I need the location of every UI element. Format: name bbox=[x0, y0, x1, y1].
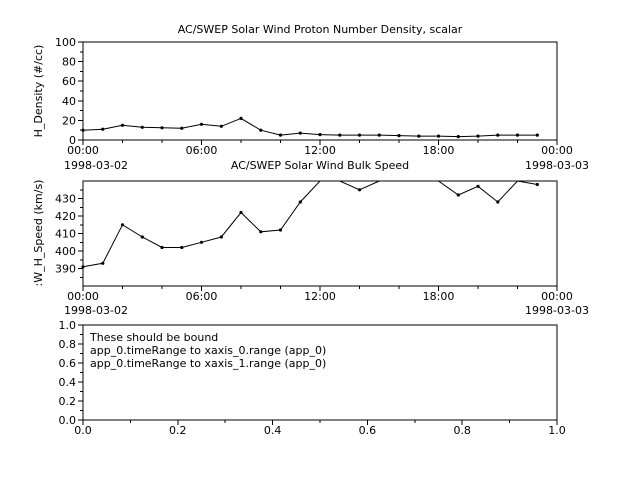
data-point bbox=[357, 133, 362, 137]
x-tick-label: 00:00 bbox=[67, 144, 99, 157]
data-point bbox=[377, 133, 381, 137]
data-point bbox=[140, 125, 144, 129]
chart0-date-left: 1998-03-02 bbox=[64, 159, 128, 172]
data-point bbox=[397, 134, 401, 138]
data-point bbox=[180, 245, 184, 250]
x-tick-label: 0.8 bbox=[453, 424, 471, 437]
data-point bbox=[278, 228, 283, 232]
chart1-axes-and-series: 00:00 06:00 12:00 18:00 00:00 390 400 410 420 430 bbox=[55, 180, 573, 303]
x-tick-label: 18:00 bbox=[423, 290, 455, 303]
x-tick-label: 00:00 bbox=[541, 144, 573, 157]
chart0-y-axis-label: H_Density (#/cc) bbox=[32, 45, 45, 138]
data-point bbox=[338, 133, 342, 137]
data-point bbox=[239, 210, 243, 215]
x-tick-label: 00:00 bbox=[541, 290, 573, 303]
binding-annotation-line-1: These should be bound bbox=[89, 331, 218, 344]
data-point bbox=[81, 128, 85, 132]
data-point bbox=[81, 265, 85, 269]
y-tick-label: 0.4 bbox=[59, 376, 77, 389]
chart0-date-right: 1998-03-03 bbox=[525, 159, 589, 172]
data-point bbox=[357, 188, 362, 192]
y-tick-label: 0 bbox=[69, 134, 76, 147]
y-tick-label: 100 bbox=[55, 36, 76, 49]
data-point bbox=[219, 235, 223, 239]
y-tick-label: 430 bbox=[55, 193, 76, 206]
binding-annotation-line-3: app_0.timeRange to xaxis_1.range (app_0) bbox=[90, 357, 326, 370]
y-tick-label: 420 bbox=[55, 210, 76, 223]
data-line bbox=[82, 180, 538, 268]
y-tick-label: 400 bbox=[55, 245, 76, 258]
data-point bbox=[476, 134, 480, 138]
data-point bbox=[476, 184, 480, 188]
y-tick-label: 0.0 bbox=[59, 414, 77, 427]
data-point bbox=[199, 122, 204, 126]
y-tick-label: 80 bbox=[62, 56, 76, 69]
data-point bbox=[496, 200, 500, 204]
data-point bbox=[160, 126, 164, 130]
chart1-date-right: 1998-03-03 bbox=[525, 304, 589, 317]
y-tick-label: 0.8 bbox=[59, 338, 77, 351]
x-tick-label: 18:00 bbox=[423, 144, 455, 157]
y-tick-label: 0.6 bbox=[59, 357, 77, 370]
data-line bbox=[82, 117, 538, 138]
data-point bbox=[101, 127, 105, 131]
data-point bbox=[239, 116, 243, 120]
data-point bbox=[456, 193, 460, 197]
data-point bbox=[496, 133, 500, 137]
chart1-date-left: 1998-03-02 bbox=[64, 304, 128, 317]
y-tick-label: 410 bbox=[55, 228, 76, 241]
data-point bbox=[219, 124, 223, 128]
data-point bbox=[456, 135, 460, 139]
binding-annotation-line-2: app_0.timeRange to xaxis_0.range (app_0) bbox=[90, 344, 326, 357]
x-tick-label: 00:00 bbox=[67, 290, 99, 303]
data-point bbox=[535, 182, 539, 187]
y-tick-label: 0.2 bbox=[59, 395, 77, 408]
x-tick-label: 06:00 bbox=[186, 290, 218, 303]
y-tick-label: 1.0 bbox=[59, 319, 77, 332]
x-tick-label: 12:00 bbox=[304, 144, 336, 157]
y-tick-label: 40 bbox=[62, 95, 76, 108]
data-point bbox=[515, 133, 520, 137]
x-tick-label: 12:00 bbox=[304, 290, 336, 303]
plot-frame bbox=[82, 41, 558, 141]
data-point bbox=[535, 133, 539, 137]
chart0-title: AC/SWEP Solar Wind Proton Number Density… bbox=[178, 23, 463, 36]
data-point bbox=[120, 223, 125, 227]
chart2-axes: 0.0 0.2 0.4 0.6 0.8 1.0 0.0 0.2 0.4 0.6 0.8 1.0 bbox=[59, 319, 566, 437]
data-point bbox=[120, 123, 125, 127]
chart1-y-axis-label: :W_H_Speed (km/s) bbox=[32, 180, 45, 287]
y-tick-label: 20 bbox=[62, 114, 76, 127]
plot-frame bbox=[82, 180, 558, 287]
data-point bbox=[298, 200, 302, 204]
x-tick-label: 1.0 bbox=[548, 424, 566, 437]
data-point bbox=[180, 126, 184, 130]
x-tick-label: 06:00 bbox=[186, 144, 218, 157]
data-point bbox=[199, 240, 204, 244]
data-point bbox=[140, 235, 144, 239]
data-point bbox=[417, 134, 421, 138]
data-point bbox=[436, 134, 441, 138]
data-point bbox=[160, 245, 164, 250]
data-point bbox=[259, 128, 263, 132]
y-tick-label: 390 bbox=[55, 263, 76, 276]
x-tick-label: 0.2 bbox=[169, 424, 187, 437]
chart1-title: AC/SWEP Solar Wind Bulk Speed bbox=[231, 159, 409, 172]
x-tick-label: 0.0 bbox=[74, 424, 92, 437]
data-point bbox=[318, 133, 322, 137]
x-tick-label: 0.6 bbox=[359, 424, 377, 437]
data-point bbox=[259, 230, 263, 234]
data-point bbox=[101, 261, 105, 265]
data-point bbox=[298, 131, 302, 135]
plot-frame bbox=[82, 324, 558, 421]
data-point bbox=[278, 133, 283, 137]
x-tick-label: 0.4 bbox=[264, 424, 282, 437]
y-tick-label: 60 bbox=[62, 75, 76, 88]
